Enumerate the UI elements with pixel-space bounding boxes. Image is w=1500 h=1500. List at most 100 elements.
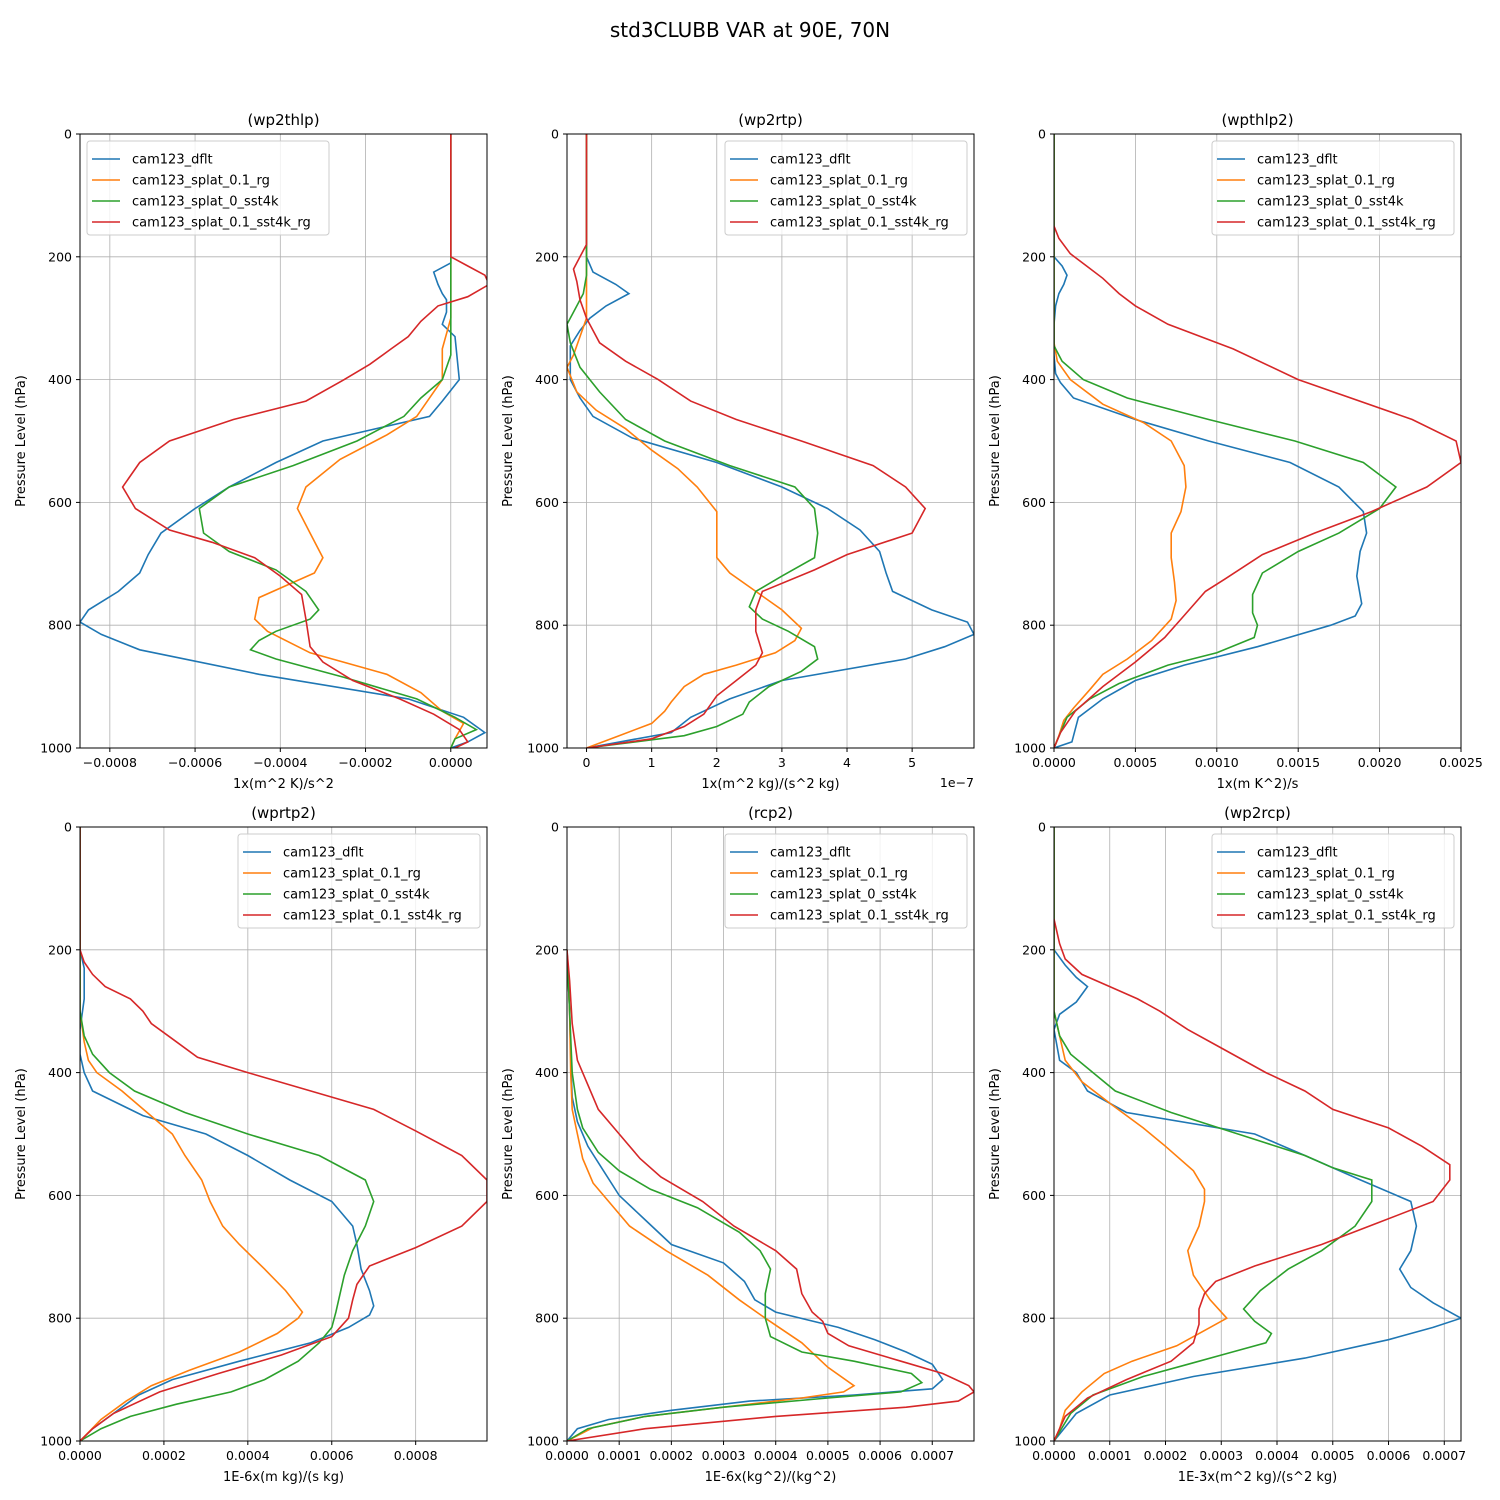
x-tick-label: 0.0002 <box>649 1448 693 1463</box>
x-axis-label: 1E-6x(m kg)/(s kg) <box>223 1470 344 1485</box>
series-line-cam123_splat_0_sst4k <box>198 134 479 748</box>
x-tick-label: 2 <box>713 755 721 770</box>
panel-title: (wpthlp2) <box>1221 111 1293 129</box>
series-line-cam123_dflt <box>80 134 487 748</box>
series-line-cam123_dflt <box>1054 827 1461 1441</box>
panel-title: (wprtp2) <box>251 804 316 822</box>
x-axis-label: 1E-3x(m^2 kg)/(s^2 kg) <box>1178 1470 1337 1485</box>
panels: −0.0008 −0.0006 −0.0004 −0.0002 0.0000020040… <box>14 111 1483 1485</box>
y-tick-label: 0 <box>1038 820 1046 835</box>
x-tick-label: 0.0001 <box>1088 1448 1132 1463</box>
series-line-cam123_splat_0.1_rg <box>80 827 304 1441</box>
legend: cam123_dflt cam123_splat_0.1_rg cam123_spl… <box>237 833 481 929</box>
y-axis-label: Pressure Level (hPa) <box>501 375 516 507</box>
y-axis-label: Pressure Level (hPa) <box>14 375 29 507</box>
y-tick-label: 0 <box>64 127 72 142</box>
x-tick-label: 0.0015 <box>1276 755 1320 770</box>
x-tick-label: 0.0000 <box>545 1448 589 1463</box>
series-group <box>567 134 974 748</box>
tick-group <box>563 133 913 752</box>
series-line-cam123_splat_0.1_sst4k_rg <box>1054 225 1461 748</box>
x-tick-label: 0.0002 <box>142 1448 186 1463</box>
y-tick-label: 800 <box>1022 618 1046 633</box>
series-line-cam123_splat_0.1_sst4k_rg <box>1054 918 1451 1441</box>
x-tick-label: 0.0000 <box>1032 755 1076 770</box>
series-line-cam123_splat_0.1_sst4k_rg <box>80 827 487 1441</box>
figure-title: std3CLUBB VAR at 90E, 70N <box>610 18 890 42</box>
legend-label: cam123_splat_0_sst4k <box>1257 195 1404 210</box>
y-tick-label: 600 <box>48 495 72 510</box>
x-tick-label: 5 <box>908 755 916 770</box>
legend-label: cam123_splat_0.1_rg <box>1257 174 1395 189</box>
tick-group <box>563 826 933 1445</box>
x-tick-label: 0.0005 <box>1114 755 1158 770</box>
y-tick-label: 800 <box>48 1311 72 1326</box>
tick-group <box>1050 133 1462 752</box>
y-tick-label: 600 <box>535 1188 559 1203</box>
y-tick-label: 600 <box>1022 495 1046 510</box>
x-tick-label: 0.0004 <box>226 1448 270 1463</box>
chart-panel: 0 1 2 3 4 5 0 200 400 600 800 1000 (wp2rtp) 1x(m^2 kg… <box>501 111 975 792</box>
legend-label: cam123_splat_0.1_rg <box>132 174 270 189</box>
axes-frame <box>1053 133 1462 749</box>
x-tick-label: 0.0000 <box>58 1448 102 1463</box>
legend-box <box>724 140 968 236</box>
x-tick-label: 0.0004 <box>1255 1448 1299 1463</box>
x-tick-label: −0.0006 <box>168 755 222 770</box>
legend-box <box>1211 140 1455 236</box>
legend-box <box>237 833 481 929</box>
y-tick-label: 800 <box>1022 1311 1046 1326</box>
legend-box <box>724 833 968 929</box>
series-line-cam123_splat_0_sst4k <box>567 949 924 1441</box>
series-line-cam123_splat_0_sst4k <box>1054 827 1373 1441</box>
chart-panel: 0.0000 0.0001 0.0002 0.0003 0.0004 0.0005 0.00… <box>501 804 975 1485</box>
x-axis-label: 1x(m^2 K)/s^2 <box>233 777 334 792</box>
axes-frame <box>566 826 975 1442</box>
legend-label: cam123_dflt <box>770 846 851 861</box>
y-tick-label: 400 <box>48 1065 72 1080</box>
y-tick-label: 200 <box>535 249 559 264</box>
axes-frame <box>79 133 488 749</box>
y-axis-label: Pressure Level (hPa) <box>14 1068 29 1200</box>
legend-label: cam123_splat_0_sst4k <box>770 195 917 210</box>
x-axis-label: 1E-6x(kg^2)/(kg^2) <box>705 1470 837 1485</box>
legend-label: cam123_splat_0.1_rg <box>770 174 908 189</box>
y-tick-label: 1000 <box>1014 1434 1046 1449</box>
y-tick-label: 1000 <box>40 1434 72 1449</box>
y-tick-label: 1000 <box>527 1434 559 1449</box>
x-tick-label: 0.0005 <box>1311 1448 1355 1463</box>
panel-title: (wp2rcp) <box>1224 804 1291 822</box>
y-tick-label: 0 <box>64 820 72 835</box>
legend-label: cam123_dflt <box>770 153 851 168</box>
series-line-cam123_splat_0.1_sst4k_rg <box>121 134 487 748</box>
panel-title: (rcp2) <box>748 804 793 822</box>
series-line-cam123_splat_0.1_sst4k_rg <box>572 134 927 748</box>
y-tick-label: 400 <box>1022 372 1046 387</box>
chart-panel: −0.0008 −0.0006 −0.0004 −0.0002 0.0000 0 200 40… <box>14 111 488 792</box>
series-group <box>1054 827 1461 1441</box>
axes-frame <box>566 133 975 749</box>
x-tick-label: 0.0020 <box>1358 755 1402 770</box>
y-tick-label: 200 <box>48 249 72 264</box>
y-tick-label: 0 <box>551 820 559 835</box>
series-group <box>567 949 974 1441</box>
x-tick-label: 0 <box>583 755 591 770</box>
y-tick-label: 200 <box>1022 942 1046 957</box>
x-tick-label: 0.0007 <box>1422 1448 1466 1463</box>
axes-frame <box>79 826 488 1442</box>
y-tick-label: 1000 <box>40 741 72 756</box>
x-tick-label: 0.0025 <box>1439 755 1483 770</box>
y-tick-label: 800 <box>535 1311 559 1326</box>
tick-group <box>76 826 417 1445</box>
x-tick-label: 0.0003 <box>702 1448 746 1463</box>
y-tick-label: 800 <box>48 618 72 633</box>
x-tick-label: 0.0007 <box>910 1448 954 1463</box>
legend: cam123_dflt cam123_splat_0.1_rg cam123_spl… <box>724 833 968 929</box>
x-tick-label: 0.0000 <box>429 755 473 770</box>
series-line-cam123_splat_0_sst4k <box>80 827 375 1441</box>
x-tick-label: 1 <box>648 755 656 770</box>
legend-label: cam123_splat_0.1_sst4k_rg <box>770 216 949 231</box>
series-line-cam123_dflt <box>1054 134 1368 748</box>
